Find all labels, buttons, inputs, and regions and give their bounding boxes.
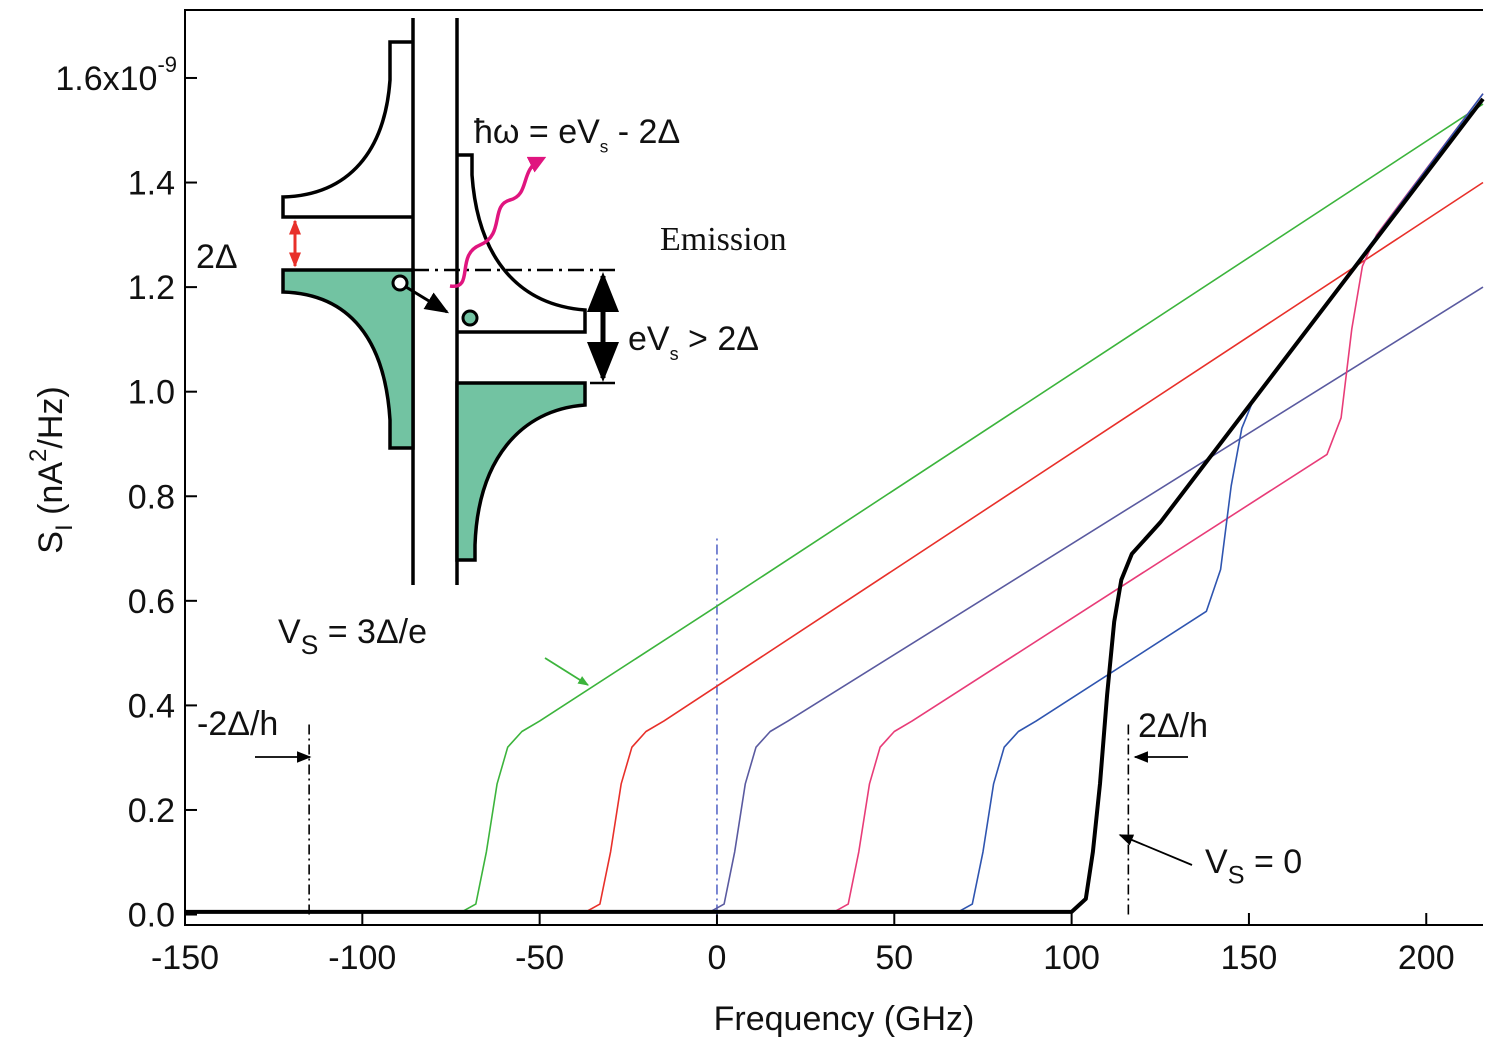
- x-tick-label: 200: [1398, 939, 1455, 977]
- annotation-arrow: [1118, 834, 1193, 866]
- y-tick-exponent: -9: [157, 52, 177, 77]
- y-tick-label: 0.8: [128, 478, 175, 516]
- y-tick-label-text: 0.4: [128, 687, 175, 725]
- annotation-arrow: [544, 657, 589, 686]
- x-tick-label: -100: [328, 939, 396, 977]
- y-label-open: (nA: [32, 462, 70, 525]
- y-label-main: S: [32, 531, 70, 554]
- y-tick-label: 0.2: [128, 792, 175, 830]
- axis-frame: [184, 9, 1483, 926]
- right-lower-band: [455, 381, 587, 562]
- data-line: [185, 93, 1484, 913]
- annotation-text: V: [278, 613, 301, 651]
- y-tick-label: 0.4: [128, 687, 175, 725]
- annotation-text: 2Δ: [196, 238, 238, 276]
- x-tick-label: 50: [875, 939, 913, 977]
- annotation-rest: = 0: [1245, 843, 1303, 881]
- photon-arrow: [449, 156, 547, 288]
- y-tick-label: 1.4: [128, 165, 175, 203]
- annotation-text: V: [1205, 843, 1228, 881]
- y-tick-label-text: 0.0: [128, 897, 175, 935]
- annotation-sub: s: [600, 138, 609, 157]
- x-axis-label: Frequency (GHz): [714, 1000, 975, 1038]
- annotation-sub: S: [1228, 862, 1245, 890]
- y-tick-label-text: 0.8: [128, 478, 175, 516]
- y-label-sup: 2: [25, 449, 52, 462]
- y-axis-label: SI (nA2/Hz): [25, 386, 78, 553]
- annotation-rest: - 2Δ: [608, 113, 680, 151]
- inset-diagram: [281, 18, 619, 585]
- annotation: VS = 0: [1205, 843, 1302, 890]
- y-tick-label: 0.6: [128, 583, 175, 621]
- y-tick-label-text: 1.4: [128, 165, 175, 203]
- data-line: [185, 97, 1485, 914]
- annotation: -2Δ/h: [197, 705, 278, 743]
- annotation: ħω = eVs - 2Δ: [474, 113, 680, 157]
- tunnel-arrow: [405, 285, 450, 314]
- y-tick-label: 0.0: [128, 897, 175, 935]
- y-tick-label-text: 1.2: [128, 269, 175, 307]
- right-upper-band: [457, 153, 587, 334]
- annotation-sub: S: [301, 630, 319, 660]
- annotation-text: -2Δ/h: [197, 705, 278, 743]
- left-lower-band: [281, 268, 415, 450]
- y-tick-label-text: 1.6x10: [55, 60, 157, 98]
- annotation: Emission: [660, 221, 787, 258]
- annotation-rest: = 3Δ/e: [318, 613, 427, 651]
- annotation-sub: s: [670, 344, 679, 364]
- annotation-text: Emission: [660, 221, 787, 258]
- y-tick-label-text: 0.6: [128, 583, 175, 621]
- y-tick-label: 1.2: [128, 269, 175, 307]
- annotation-text: eV: [628, 320, 670, 358]
- x-tick-label: 0: [708, 939, 727, 977]
- y-tick-label-text: 0.2: [128, 792, 175, 830]
- annotation-text: 2Δ/h: [1138, 707, 1208, 745]
- y-tick-label: 1.0: [128, 374, 175, 412]
- x-tick-label: -50: [515, 939, 564, 977]
- y-tick-label-text: 1.0: [128, 374, 175, 412]
- annotation-text: ħω = eV: [474, 113, 600, 151]
- annotation-rest: > 2Δ: [679, 320, 759, 358]
- x-tick-label: -150: [151, 939, 219, 977]
- annotation: 2Δ: [196, 238, 238, 276]
- left-upper-band: [281, 40, 413, 219]
- quasiparticle: [461, 309, 479, 327]
- annotation: eVs > 2Δ: [628, 320, 759, 364]
- x-tick-label: 150: [1221, 939, 1278, 977]
- hole: [391, 274, 409, 292]
- y-tick-label: 1.6x10-9: [55, 52, 177, 98]
- data-line: [185, 181, 1484, 913]
- x-tick-label: 100: [1043, 939, 1100, 977]
- data-line: [185, 286, 1484, 913]
- data-line: [185, 93, 1484, 913]
- plot-area: 0.0 0.2 0.4 0.6 0.8 1.0 1.2 1.4 1.6x10-9 -150 -100…: [25, 9, 1485, 1038]
- y-label-sub: I: [51, 524, 78, 531]
- y-label-close: /Hz): [32, 386, 70, 448]
- annotation: VS = 3Δ/e: [278, 613, 427, 660]
- data-line: [185, 103, 1484, 913]
- annotation: 2Δ/h: [1138, 707, 1208, 745]
